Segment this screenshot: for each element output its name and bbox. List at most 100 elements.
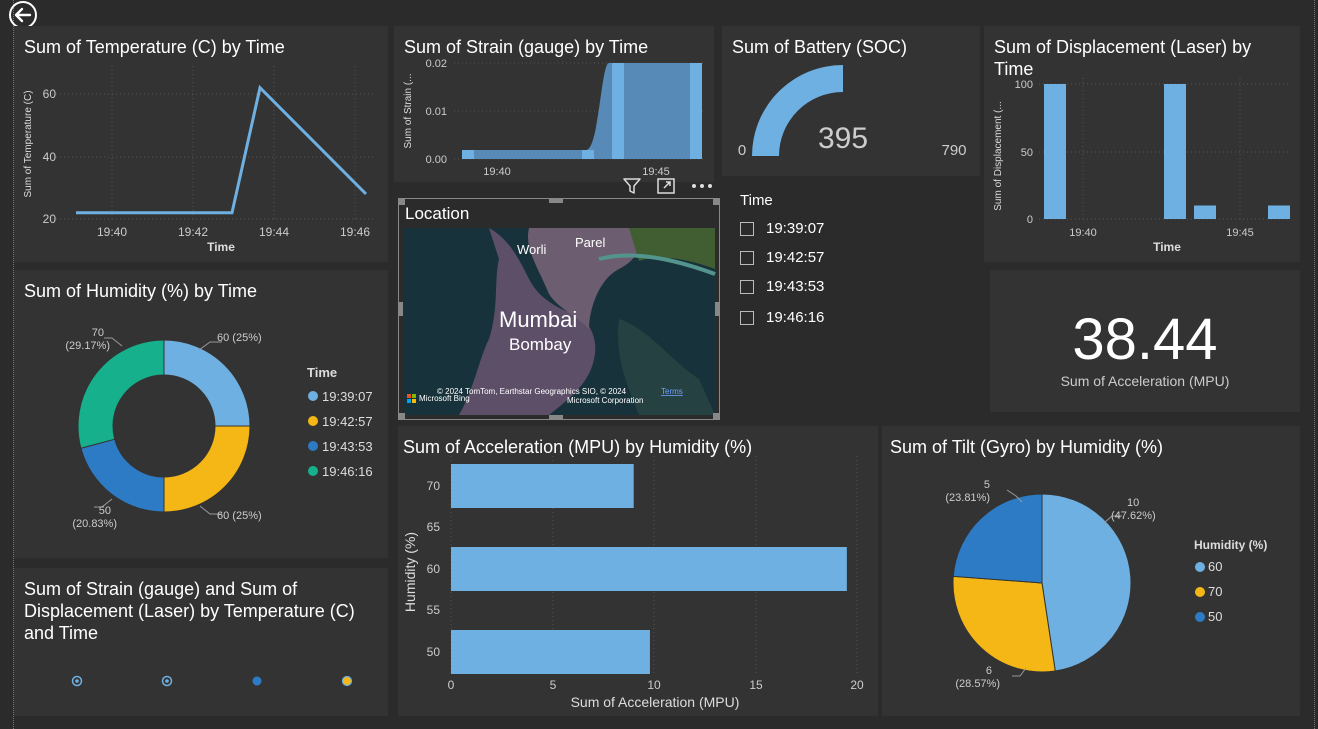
slicer-item-label: 19:42:57	[766, 249, 825, 266]
temperature-series-line[interactable]	[76, 84, 368, 215]
pie-data-label: 5	[984, 479, 990, 491]
gauge-fill	[752, 65, 843, 156]
resize-handle[interactable]	[399, 413, 405, 419]
map-area[interactable]	[403, 228, 716, 415]
resize-handle[interactable]	[399, 199, 405, 205]
bar[interactable]	[1268, 205, 1290, 220]
legend-label[interactable]: 70	[1208, 584, 1222, 599]
resize-handle[interactable]	[549, 415, 563, 419]
y-tick: 40	[43, 150, 57, 164]
gauge-min: 0	[738, 142, 746, 159]
x-tick: 19:40	[483, 166, 511, 178]
legend-label[interactable]: 19:46:16	[322, 464, 373, 479]
chart-title: Sum of Battery (SOC)	[732, 37, 908, 57]
x-tick: 5	[550, 678, 557, 692]
legend-label[interactable]: 19:39:07	[322, 389, 373, 404]
x-tick: 15	[749, 678, 763, 692]
legend-label[interactable]: 60	[1208, 559, 1222, 574]
legend-label[interactable]: 50	[1208, 609, 1222, 624]
donut-slice[interactable]	[163, 339, 251, 427]
scatter-point[interactable]	[161, 675, 173, 687]
y-tick: 100	[1015, 79, 1033, 91]
more-options-icon[interactable]	[690, 178, 714, 194]
bar[interactable]	[1164, 84, 1186, 219]
map-terms-link[interactable]: Terms	[661, 387, 683, 396]
checkbox[interactable]	[740, 221, 754, 236]
strain-area[interactable]	[462, 63, 702, 159]
checkbox[interactable]	[740, 310, 754, 325]
legend-marker	[1195, 562, 1205, 572]
y-axis-label: Sum of Strain (...	[403, 73, 414, 148]
strain-bar[interactable]	[690, 63, 702, 159]
y-axis-label: Sum of Displacement (...	[993, 101, 1004, 210]
scatter-point[interactable]	[252, 676, 262, 686]
card-label: Sum of Acceleration (MPU)	[1060, 373, 1230, 389]
slicer-item[interactable]: 19:42:57	[740, 249, 824, 266]
chart-title: Location	[405, 204, 469, 223]
y-tick: 0.01	[426, 106, 447, 118]
pie-slice[interactable]	[952, 493, 1043, 584]
chart-title: Sum of Displacement (Laser) by Time	[994, 37, 1252, 79]
bar[interactable]	[1044, 84, 1066, 219]
donut-data-label: 60 (25%)	[217, 332, 262, 344]
pie-slice[interactable]	[952, 575, 1056, 673]
bing-label: Microsoft Bing	[419, 394, 470, 403]
pie-data-label: 10	[1127, 497, 1139, 509]
map-copyright: Microsoft Corporation	[567, 396, 643, 405]
x-tick: 19:42	[178, 225, 208, 239]
legend-label[interactable]: 19:43:53	[322, 439, 373, 454]
time-slicer[interactable]: Time 19:39:07 19:42:57 19:43:53 19:46:16	[740, 192, 860, 332]
scatter-point[interactable]	[341, 675, 353, 687]
scatter-point[interactable]	[71, 675, 83, 687]
chart-title: Sum of Humidity (%) by Time	[24, 281, 258, 301]
resize-handle[interactable]	[399, 302, 403, 316]
y-axis-label: Humidity (%)	[402, 532, 418, 612]
title-line: Displacement (Laser) by Temperature (C)	[24, 601, 355, 621]
slicer-item[interactable]: 19:43:53	[740, 278, 824, 295]
resize-handle[interactable]	[715, 302, 719, 316]
acceleration-bar-chart[interactable]: Sum of Acceleration (MPU) by Humidity (%…	[398, 426, 878, 716]
donut-slice[interactable]	[80, 438, 165, 513]
chart-title: Sum of Strain (gauge) by Time	[404, 37, 649, 57]
bar[interactable]	[451, 630, 650, 674]
chart-title: Sum of Strain (gauge) and Sum of Displac…	[24, 578, 384, 644]
resize-handle[interactable]	[549, 199, 563, 203]
strain-bar[interactable]	[612, 63, 624, 159]
strain-area-chart[interactable]: Sum of Strain (gauge) by Time Sum of Str…	[394, 26, 714, 182]
map-label-worli: Worli	[517, 242, 546, 257]
acceleration-card[interactable]: 38.44 Sum of Acceleration (MPU)	[990, 270, 1300, 412]
temperature-line-chart[interactable]: Sum of Temperature (C) by Time Sum of Te…	[14, 26, 388, 262]
donut-slice[interactable]	[163, 425, 251, 513]
slicer-item-label: 19:46:16	[766, 309, 825, 326]
displacement-bar-chart[interactable]: Sum of Displacement (Laser) by Time Sum …	[984, 26, 1300, 262]
bar[interactable]	[1194, 205, 1216, 220]
pie-data-label: (23.81%)	[945, 492, 990, 504]
battery-gauge[interactable]: Sum of Battery (SOC) 395 0 790	[722, 26, 980, 176]
slicer-item[interactable]: 19:39:07	[740, 220, 824, 237]
title-line: Sum of Strain (gauge) and Sum of	[24, 579, 298, 599]
donut-slice[interactable]	[77, 339, 165, 449]
resize-handle[interactable]	[713, 199, 719, 205]
chart-title: Sum of Temperature (C) by Time	[24, 37, 285, 57]
y-axis-label: Sum of Temperature (C)	[23, 90, 34, 197]
tilt-pie-chart[interactable]: Sum of Tilt (Gyro) by Humidity (%) 10 (4…	[882, 426, 1300, 716]
legend-label[interactable]: 19:42:57	[322, 414, 373, 429]
map-label-bombay: Bombay	[509, 335, 572, 354]
slicer-item[interactable]: 19:46:16	[740, 309, 824, 326]
humidity-donut-chart[interactable]: Sum of Humidity (%) by Time 60 (25%) 60 …	[14, 270, 388, 558]
checkbox[interactable]	[740, 250, 754, 265]
filter-icon[interactable]	[622, 176, 642, 196]
bar[interactable]	[451, 464, 634, 508]
resize-handle[interactable]	[713, 413, 719, 419]
chart-title: Sum of Acceleration (MPU) by Humidity (%…	[403, 437, 753, 457]
bar[interactable]	[451, 547, 847, 591]
strain-bar[interactable]	[582, 150, 594, 159]
location-map-visual[interactable]: Location Worli Parel Mumbai Bombay © 202…	[398, 198, 720, 420]
strain-bar[interactable]	[462, 150, 474, 159]
pie-slice[interactable]	[1041, 493, 1132, 672]
donut-data-label: 70	[92, 327, 104, 339]
strain-displacement-scatter[interactable]: Sum of Strain (gauge) and Sum of Displac…	[14, 568, 388, 716]
legend-marker	[308, 391, 318, 401]
checkbox[interactable]	[740, 279, 754, 294]
focus-mode-icon[interactable]	[656, 176, 676, 196]
